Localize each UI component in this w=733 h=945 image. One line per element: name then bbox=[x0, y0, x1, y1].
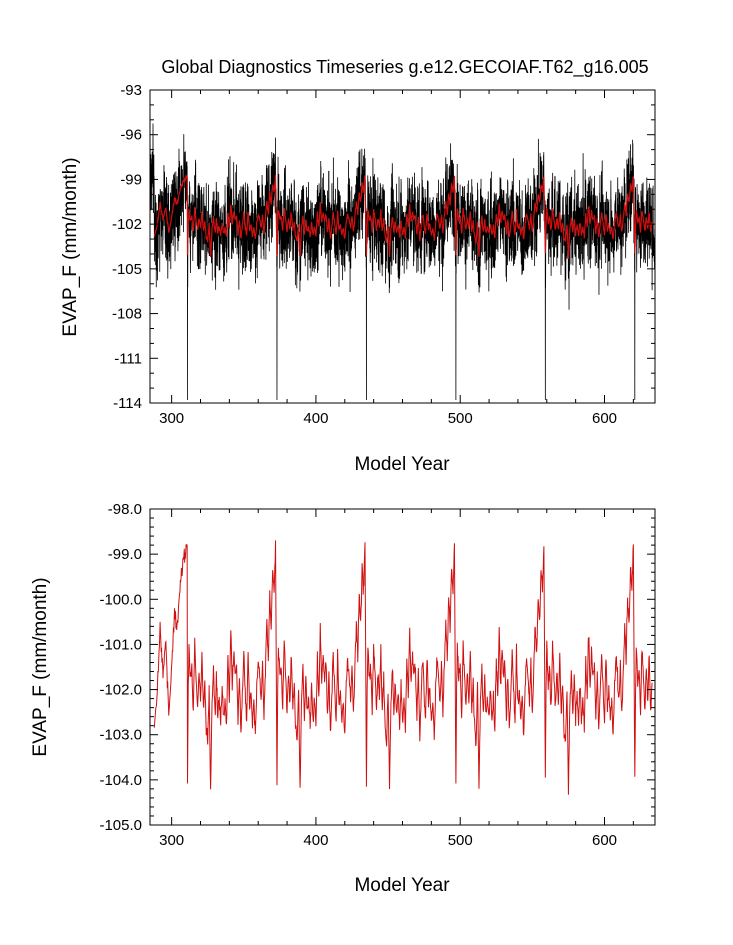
bottom-y-tick-label: -99.0 bbox=[108, 546, 142, 563]
top-x-axis-title: Model Year bbox=[354, 454, 450, 475]
bottom-x-axis-title: Model Year bbox=[354, 875, 450, 896]
top-y-tick-label: -99 bbox=[120, 171, 142, 188]
top-x-tick-label: 500 bbox=[448, 410, 473, 427]
top-annual-series-line bbox=[153, 174, 653, 259]
bottom-plot-area bbox=[153, 540, 653, 795]
top-y-tick-label: -93 bbox=[120, 82, 142, 99]
top-x-tick-label: 600 bbox=[592, 410, 617, 427]
bottom-y-tick-label: -102.0 bbox=[99, 682, 142, 699]
top-y-tick-label: -114 bbox=[113, 395, 142, 412]
top-plot-area bbox=[150, 123, 655, 401]
bottom-panel: 300 400 500 600 -105.0 -104.0 -103.0 -102.0 -101… bbox=[30, 501, 656, 896]
top-monthly-series-line bbox=[150, 123, 655, 401]
top-panel: Global Diagnostics Timeseries g.e12.GECO… bbox=[60, 57, 656, 475]
top-y-tick-label: -108 bbox=[112, 306, 142, 323]
top-x-tick-label: 400 bbox=[303, 410, 328, 427]
bottom-x-tick-label: 600 bbox=[592, 832, 617, 849]
top-y-tick-label: -105 bbox=[112, 261, 142, 278]
top-y-tick-label: -96 bbox=[120, 127, 142, 144]
bottom-y-tick-label: -98.0 bbox=[108, 501, 142, 518]
bottom-x-tick-label: 300 bbox=[159, 832, 184, 849]
bottom-y-tick-label: -103.0 bbox=[99, 727, 142, 744]
bottom-y-tick-label: -105.0 bbox=[99, 817, 142, 834]
top-chart-title: Global Diagnostics Timeseries g.e12.GECO… bbox=[161, 57, 648, 78]
bottom-y-tick-label: -104.0 bbox=[99, 772, 142, 789]
bottom-x-tick-label: 400 bbox=[303, 832, 328, 849]
top-x-tick-label: 300 bbox=[159, 410, 184, 427]
top-y-axis-title: EVAP_F (mm/month) bbox=[60, 157, 81, 336]
bottom-y-tick-label: -101.0 bbox=[99, 636, 142, 653]
top-y-tick-label: -102 bbox=[112, 216, 142, 233]
bottom-y-axis-title: EVAP_F (mm/month) bbox=[30, 577, 51, 756]
bottom-y-tick-label: -100.0 bbox=[99, 591, 142, 608]
top-y-tick-label: -111 bbox=[114, 350, 142, 367]
bottom-axis-ticks: 300 400 500 600 -105.0 -104.0 -103.0 -102.0 -101… bbox=[99, 501, 655, 849]
bottom-plot-frame bbox=[149, 508, 656, 826]
top-axis-ticks: 300 400 500 600 -114 -111 -108 -105 -102 -99 -96 -9… bbox=[112, 82, 655, 427]
bottom-x-tick-label: 500 bbox=[448, 832, 473, 849]
bottom-annual-series-line bbox=[153, 540, 653, 795]
